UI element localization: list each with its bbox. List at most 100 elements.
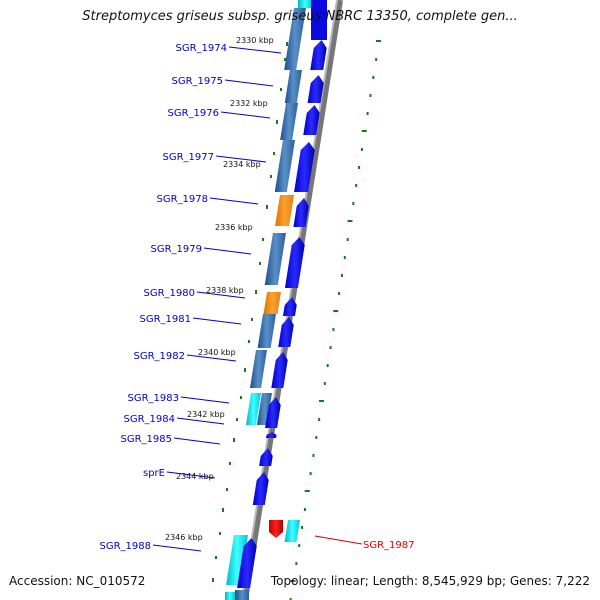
gene-label[interactable]: sprE: [143, 468, 165, 479]
ruler-tick: [323, 382, 326, 385]
kbp-labels: 2330 kbp 2332 kbp 2334 kbp 2336 kbp 2338 kbp…: [165, 36, 274, 542]
ruler-tick: [244, 368, 246, 372]
kbp-label: 2332 kbp: [230, 99, 268, 108]
orf-arrow: [294, 142, 315, 192]
gene-label[interactable]: SGR_1977: [163, 152, 215, 163]
ruler-tick: [347, 220, 353, 222]
gene-label[interactable]: SGR_1981: [140, 314, 192, 325]
highlighted-gene-block: [269, 520, 283, 538]
label-leader-line: [152, 544, 202, 552]
kbp-label: 2340 kbp: [198, 348, 236, 357]
ruler-tick: [352, 202, 355, 205]
kbp-label: 2344 kbp: [176, 472, 214, 481]
kbp-label: 2336 kbp: [215, 223, 253, 232]
ruler-tick: [332, 328, 335, 331]
orf-arrow: [303, 105, 320, 135]
ruler-tick: [376, 40, 381, 42]
ruler-tick: [343, 256, 346, 259]
gene-label[interactable]: SGR_1978: [157, 194, 209, 205]
ruler-tick: [301, 526, 304, 529]
gene-block: [245, 393, 261, 425]
gene-label[interactable]: SGR_1976: [168, 108, 220, 119]
label-leader-line: [192, 317, 242, 325]
label-leader-line: [166, 471, 216, 479]
ruler-tick: [333, 310, 339, 312]
ruler-tick: [372, 76, 375, 79]
genome-summary: Topology: linear; Length: 8,545,929 bp; …: [270, 574, 590, 588]
ruler-tick: [303, 508, 306, 511]
kbp-label: 2346 kbp: [165, 533, 203, 542]
kbp-label: 2338 kbp: [206, 286, 244, 295]
ruler-tick: [358, 166, 361, 169]
gene-block: [263, 292, 281, 314]
gene-block: [256, 393, 272, 425]
ruler-tick: [295, 562, 298, 565]
ruler-tick: [240, 396, 242, 399]
gene-block: [284, 8, 306, 70]
kbp-label: 2334 kbp: [223, 160, 261, 169]
ruler-tick: [346, 238, 349, 241]
ruler-tick: [369, 94, 372, 97]
gene-label[interactable]: SGR_1974: [176, 43, 228, 54]
orf-arrow: [310, 40, 327, 70]
label-leader-line: [173, 437, 221, 445]
gene-labels: SGR_1974 SGR_1975 SGR_1976 SGR_1977 SGR_1978…: [100, 43, 415, 552]
ruler-tick: [212, 578, 214, 582]
ruler-tick: [280, 88, 282, 91]
ruler-tick: [222, 508, 224, 512]
ruler-tick: [215, 556, 217, 559]
gene-label[interactable]: SGR_1979: [151, 244, 203, 255]
gene-label[interactable]: SGR_1988: [100, 541, 152, 552]
orf-arrows: [237, 0, 327, 588]
label-leader-line: [176, 417, 225, 425]
ruler-tick: [248, 340, 250, 343]
ruler-tick: [329, 346, 332, 349]
orf-arrow: [271, 352, 288, 388]
label-leader-line: [196, 291, 246, 299]
ruler-tick: [270, 175, 272, 178]
ruler-tick: [255, 290, 257, 294]
gene-label[interactable]: SGR_1980: [144, 288, 196, 299]
ruler-tick: [312, 454, 315, 457]
gene-block: [284, 520, 300, 542]
orf-arrow: [293, 198, 309, 227]
ruler-tick: [273, 152, 275, 155]
gene-label[interactable]: SGR_1983: [128, 393, 180, 404]
gene-label[interactable]: SGR_1975: [172, 76, 224, 87]
ruler-tick: [340, 274, 343, 277]
gene-block: [284, 70, 302, 103]
ruler-tick: [266, 205, 268, 209]
gene-label[interactable]: SGR_1984: [124, 414, 176, 425]
ruler-tick: [360, 148, 363, 151]
label-leader-line: [224, 79, 274, 87]
orf-arrow: [284, 237, 305, 288]
ruler-tick: [289, 598, 292, 600]
gene-label[interactable]: SGR_1985: [121, 434, 173, 445]
ruler-tick: [284, 58, 286, 61]
kbp-label: 2342 kbp: [187, 410, 225, 419]
gene-block: [225, 592, 235, 600]
gene-label[interactable]: SGR_1982: [134, 351, 186, 362]
ruler-tick: [276, 120, 278, 124]
ruler-tick: [318, 418, 321, 421]
orf-arrow: [259, 448, 273, 466]
ruler-tick: [338, 292, 341, 295]
highlighted-gene-label[interactable]: SGR_1987: [363, 540, 415, 551]
ruler-tick: [304, 490, 310, 492]
label-leader-line: [203, 247, 252, 255]
ruler-tick: [259, 262, 261, 265]
label-leader-lines: [152, 46, 363, 552]
ruler-tick: [319, 400, 324, 402]
label-leader-line: [314, 535, 363, 545]
label-leader-line: [209, 197, 259, 205]
ruler-tick: [366, 112, 369, 115]
gene-block: [235, 590, 249, 600]
ruler-tick: [355, 184, 358, 187]
ruler-tick: [219, 532, 221, 535]
ruler-tick: [326, 364, 329, 367]
gene-block: [226, 535, 248, 585]
ruler-tick: [229, 462, 231, 465]
orf-arrow: [266, 432, 277, 438]
accession-text: Accession: NC_010572: [9, 574, 146, 588]
ruler-tick: [262, 238, 264, 241]
